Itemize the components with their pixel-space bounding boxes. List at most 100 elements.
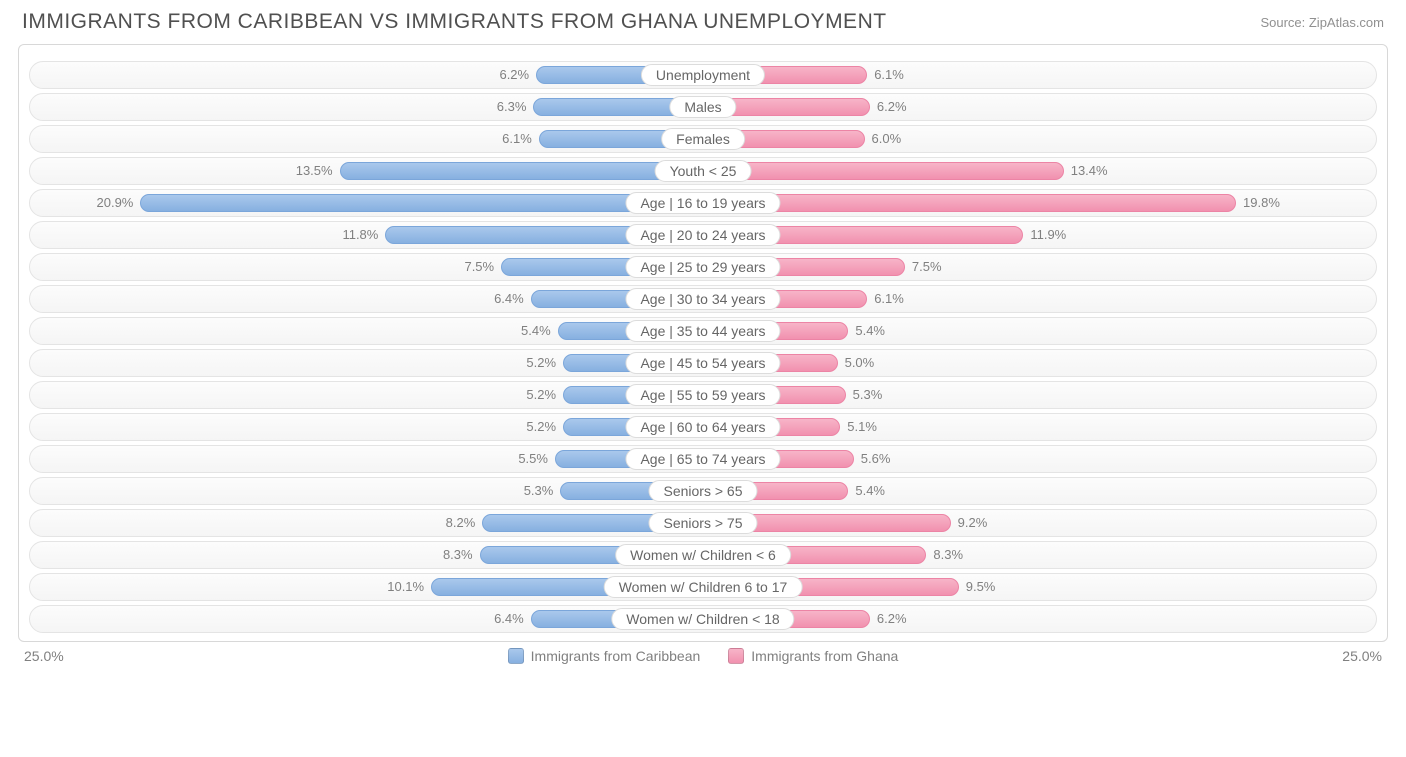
chart-footer: 25.0% Immigrants from Caribbean Immigran… xyxy=(0,642,1406,678)
value-label-right: 8.3% xyxy=(925,547,963,562)
row-right-half: 11.9% xyxy=(703,222,1376,248)
value-label-left: 6.2% xyxy=(499,67,537,82)
chart-row: 8.3% 8.3% Women w/ Children < 6 xyxy=(29,541,1377,569)
chart-header: IMMIGRANTS FROM CARIBBEAN VS IMMIGRANTS … xyxy=(0,0,1406,40)
value-label-right: 5.6% xyxy=(853,451,891,466)
chart-row: 6.4%6.1%Age | 30 to 34 years xyxy=(29,285,1377,313)
value-label-left: 5.2% xyxy=(526,419,564,434)
value-label-left: 7.5% xyxy=(464,259,502,274)
chart-row: 5.5% 5.6% Age | 65 to 74 years xyxy=(29,445,1377,473)
category-label: Age | 20 to 24 years xyxy=(625,224,780,246)
category-label: Seniors > 65 xyxy=(649,480,758,502)
row-left-half: 5.2% xyxy=(30,350,703,376)
chart-row: 6.3% 6.2%Males xyxy=(29,93,1377,121)
category-label: Age | 30 to 34 years xyxy=(625,288,780,310)
category-label: Age | 25 to 29 years xyxy=(625,256,780,278)
category-label: Age | 65 to 74 years xyxy=(625,448,780,470)
chart-row: 6.4%6.2%Women w/ Children < 18 xyxy=(29,605,1377,633)
bar-left: 20.9% xyxy=(140,194,703,212)
row-left-half: 10.1% xyxy=(30,574,703,600)
chart-row: 5.2% 5.1%Age | 60 to 64 years xyxy=(29,413,1377,441)
legend-label-right: Immigrants from Ghana xyxy=(751,648,898,664)
chart-row: 11.8%11.9%Age | 20 to 24 years xyxy=(29,221,1377,249)
value-label-left: 5.2% xyxy=(526,355,564,370)
bar-left: 13.5% xyxy=(340,162,703,180)
category-label: Age | 55 to 59 years xyxy=(625,384,780,406)
row-right-half: 6.2% xyxy=(703,606,1376,632)
value-label-left: 5.5% xyxy=(518,451,556,466)
chart-row: 13.5% 13.4% Youth < 25 xyxy=(29,157,1377,185)
value-label-right: 9.2% xyxy=(950,515,988,530)
row-left-half: 5.5% xyxy=(30,446,703,472)
row-right-half: 6.1% xyxy=(703,62,1376,88)
value-label-left: 5.2% xyxy=(526,387,564,402)
category-label: Women w/ Children < 6 xyxy=(615,544,791,566)
legend-item-left: Immigrants from Caribbean xyxy=(508,648,701,664)
row-left-half: 6.4% xyxy=(30,286,703,312)
value-label-right: 19.8% xyxy=(1235,195,1280,210)
row-right-half: 5.3% xyxy=(703,382,1376,408)
value-label-right: 6.2% xyxy=(869,611,907,626)
value-label-left: 5.4% xyxy=(521,323,559,338)
axis-right-max: 25.0% xyxy=(1342,648,1382,664)
category-label: Youth < 25 xyxy=(655,160,752,182)
category-label: Unemployment xyxy=(641,64,765,86)
value-label-right: 5.4% xyxy=(847,323,885,338)
chart-row: 20.9%19.8%Age | 16 to 19 years xyxy=(29,189,1377,217)
value-label-left: 8.2% xyxy=(446,515,484,530)
category-label: Women w/ Children < 18 xyxy=(611,608,794,630)
value-label-right: 7.5% xyxy=(904,259,942,274)
row-right-half: 6.1% xyxy=(703,286,1376,312)
chart-source: Source: ZipAtlas.com xyxy=(1260,15,1384,30)
category-label: Females xyxy=(661,128,745,150)
value-label-right: 6.1% xyxy=(866,67,904,82)
category-label: Age | 60 to 64 years xyxy=(625,416,780,438)
chart-row: 5.2% 5.0% Age | 45 to 54 years xyxy=(29,349,1377,377)
category-label: Age | 45 to 54 years xyxy=(625,352,780,374)
chart-row: 8.2% 9.2% Seniors > 75 xyxy=(29,509,1377,537)
legend-item-right: Immigrants from Ghana xyxy=(728,648,898,664)
row-right-half: 8.3% xyxy=(703,542,1376,568)
chart-row: 5.2% 5.3%Age | 55 to 59 years xyxy=(29,381,1377,409)
bar-right: 19.8% xyxy=(703,194,1236,212)
value-label-left: 10.1% xyxy=(387,579,432,594)
row-right-half: 5.0% xyxy=(703,350,1376,376)
category-label: Age | 35 to 44 years xyxy=(625,320,780,342)
value-label-left: 5.3% xyxy=(524,483,562,498)
row-left-half: 5.2% xyxy=(30,414,703,440)
value-label-right: 6.0% xyxy=(864,131,902,146)
source-label: Source: xyxy=(1260,15,1308,30)
row-right-half: 7.5% xyxy=(703,254,1376,280)
category-label: Males xyxy=(669,96,736,118)
row-right-half: 5.1% xyxy=(703,414,1376,440)
value-label-right: 5.0% xyxy=(837,355,875,370)
row-left-half: 7.5% xyxy=(30,254,703,280)
row-left-half: 8.3% xyxy=(30,542,703,568)
row-right-half: 6.2% xyxy=(703,94,1376,120)
row-left-half: 6.3% xyxy=(30,94,703,120)
value-label-left: 20.9% xyxy=(97,195,142,210)
chart-row: 10.1%9.5%Women w/ Children 6 to 17 xyxy=(29,573,1377,601)
category-label: Age | 16 to 19 years xyxy=(625,192,780,214)
row-right-half: 5.4% xyxy=(703,318,1376,344)
value-label-left: 8.3% xyxy=(443,547,481,562)
category-label: Seniors > 75 xyxy=(649,512,758,534)
row-left-half: 5.3% xyxy=(30,478,703,504)
row-right-half: 19.8% xyxy=(703,190,1376,216)
legend-swatch-blue xyxy=(508,648,524,664)
legend-label-left: Immigrants from Caribbean xyxy=(531,648,701,664)
value-label-right: 13.4% xyxy=(1063,163,1108,178)
row-right-half: 9.2% xyxy=(703,510,1376,536)
category-label: Women w/ Children 6 to 17 xyxy=(604,576,803,598)
chart-row: 6.2% 6.1% Unemployment xyxy=(29,61,1377,89)
row-left-half: 5.4% xyxy=(30,318,703,344)
chart-row: 7.5% 7.5% Age | 25 to 29 years xyxy=(29,253,1377,281)
row-right-half: 13.4% xyxy=(703,158,1376,184)
value-label-left: 6.3% xyxy=(497,99,535,114)
chart-container: IMMIGRANTS FROM CARIBBEAN VS IMMIGRANTS … xyxy=(0,0,1406,678)
row-left-half: 20.9% xyxy=(30,190,703,216)
row-right-half: 5.4% xyxy=(703,478,1376,504)
chart-row: 5.4% 5.4% Age | 35 to 44 years xyxy=(29,317,1377,345)
row-left-half: 6.1% xyxy=(30,126,703,152)
chart-row: 5.3% 5.4%Seniors > 65 xyxy=(29,477,1377,505)
